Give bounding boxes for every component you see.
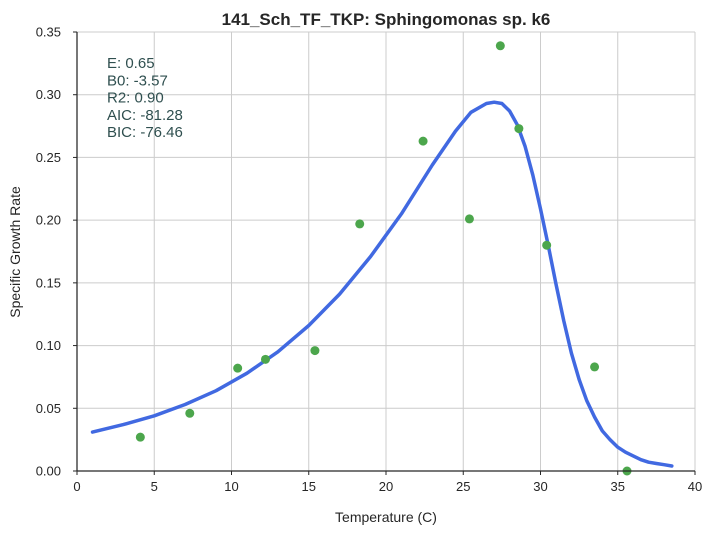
chart-title: 141_Sch_TF_TKP: Sphingomonas sp. k6 — [222, 10, 551, 29]
axes — [73, 31, 696, 475]
y-tick-label: 0.00 — [36, 464, 61, 479]
grid-lines — [76, 31, 696, 472]
y-tick-label: 0.35 — [36, 25, 61, 40]
fit-stat-line: AIC: -81.28 — [107, 107, 183, 124]
data-point — [310, 346, 320, 356]
x-tick-label: 0 — [73, 479, 80, 494]
data-point — [418, 136, 428, 146]
data-point — [233, 363, 243, 373]
data-point — [495, 41, 505, 51]
data-point — [355, 219, 365, 229]
data-point — [514, 124, 524, 134]
y-tick-label: 0.15 — [36, 275, 61, 290]
data-point — [135, 432, 145, 442]
x-axis-label: Temperature (C) — [335, 509, 437, 525]
x-tick-label: 20 — [379, 479, 393, 494]
fit-stat-line: E: 0.65 — [107, 55, 155, 72]
y-tick-labels: 0.00 0.05 0.10 0.15 0.20 0.25 0.30 0.35 — [36, 25, 61, 479]
data-points-layer — [135, 41, 632, 476]
data-point — [542, 240, 552, 250]
data-point — [260, 354, 270, 364]
data-point — [185, 408, 195, 418]
x-tick-label: 25 — [456, 479, 470, 494]
x-tick-label: 15 — [302, 479, 316, 494]
x-tick-label: 5 — [151, 479, 158, 494]
y-tick-label: 0.10 — [36, 338, 61, 353]
y-tick-label: 0.25 — [36, 150, 61, 165]
fit-curve — [90, 100, 674, 468]
fit-curve-layer — [90, 100, 674, 468]
x-tick-label: 35 — [611, 479, 625, 494]
data-point — [590, 362, 600, 372]
data-point — [464, 214, 474, 224]
x-tick-label: 30 — [533, 479, 547, 494]
fit-stat-line: R2: 0.90 — [107, 90, 164, 107]
x-tick-label: 10 — [224, 479, 238, 494]
y-tick-label: 0.05 — [36, 401, 61, 416]
fit-stat-line: B0: -3.57 — [107, 72, 168, 89]
x-tick-label: 40 — [688, 479, 702, 494]
y-axis-label: Specific Growth Rate — [7, 186, 23, 318]
x-tick-labels: 0 5 10 15 20 25 30 35 40 — [73, 479, 702, 494]
y-tick-label: 0.20 — [36, 213, 61, 228]
y-tick-label: 0.30 — [36, 87, 61, 102]
fit-stat-line: BIC: -76.46 — [107, 124, 183, 141]
